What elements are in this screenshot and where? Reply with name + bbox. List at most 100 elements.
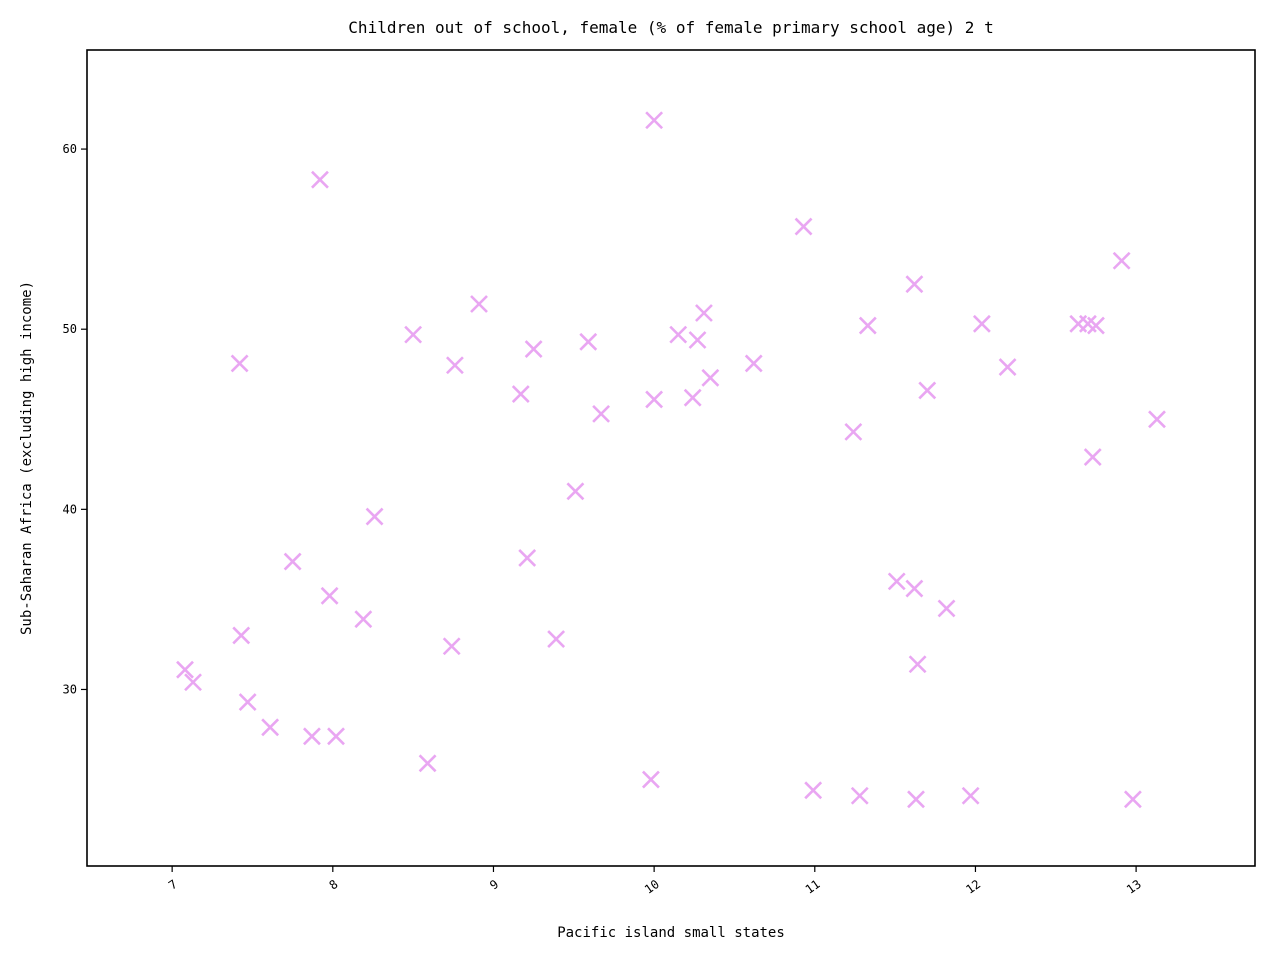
marker-stroke [908, 655, 927, 674]
marker-stroke [511, 385, 530, 403]
marker-stroke [303, 727, 321, 746]
chart-title: Children out of school, female (% of fem… [348, 18, 993, 37]
data-point [1083, 448, 1102, 467]
marker-stroke [238, 693, 257, 711]
x-tick-label: 12 [963, 877, 983, 897]
data-point [794, 217, 813, 236]
marker-stroke [961, 786, 980, 805]
data-point [579, 332, 598, 351]
marker-stroke [1112, 251, 1131, 270]
data-point [238, 693, 257, 711]
data-point [566, 482, 585, 501]
marker-stroke [887, 572, 906, 591]
marker-stroke [918, 381, 937, 400]
data-point [511, 385, 530, 403]
marker-stroke [641, 770, 660, 789]
marker-stroke [470, 295, 488, 313]
x-tick-label: 10 [642, 877, 662, 897]
data-point [641, 770, 660, 789]
marker-stroke [794, 217, 813, 236]
data-point [470, 295, 488, 313]
marker-stroke [804, 781, 823, 800]
data-point [442, 637, 461, 656]
data-point [184, 673, 202, 692]
data-point [688, 331, 707, 349]
marker-stroke [547, 630, 566, 648]
data-point [695, 304, 713, 322]
marker-stroke [283, 552, 302, 571]
marker-stroke [418, 754, 437, 773]
marker-stroke [1078, 314, 1097, 333]
data-point [858, 316, 877, 335]
data-point [445, 356, 464, 375]
data-point [961, 786, 980, 805]
x-tick-label: 11 [803, 877, 823, 897]
data-point [905, 579, 924, 598]
marker-stroke [327, 727, 345, 746]
data-point [887, 572, 906, 591]
marker-stroke [404, 325, 423, 344]
marker-stroke [937, 599, 956, 618]
marker-stroke [645, 111, 664, 130]
marker-stroke [683, 388, 702, 407]
data-point [907, 790, 925, 809]
data-point [744, 354, 763, 373]
plot-area-frame [86, 49, 1256, 867]
data-point [1112, 251, 1131, 270]
marker-stroke [850, 786, 869, 805]
marker-stroke [1123, 790, 1142, 809]
marker-stroke [579, 332, 598, 351]
marker-stroke [184, 673, 202, 692]
data-point [592, 404, 611, 423]
data-point [669, 325, 688, 344]
marker-stroke [442, 637, 461, 656]
marker-stroke [176, 660, 194, 679]
marker-stroke [518, 549, 537, 567]
marker-stroke [232, 626, 251, 645]
marker-stroke [261, 718, 280, 737]
data-point [645, 390, 664, 409]
data-point [844, 422, 863, 441]
data-point [998, 358, 1017, 376]
data-point [303, 727, 321, 746]
marker-stroke [844, 422, 863, 441]
marker-stroke [695, 304, 713, 322]
data-point [918, 381, 937, 400]
data-point [418, 754, 437, 773]
data-point [524, 340, 543, 358]
data-point [232, 626, 251, 645]
marker-stroke [1087, 316, 1105, 335]
y-tick-label: 50 [63, 322, 77, 336]
data-point [230, 354, 249, 373]
data-point [320, 586, 339, 605]
marker-stroke [669, 325, 688, 344]
data-point [1148, 410, 1166, 429]
data-point [283, 552, 302, 571]
data-point [311, 170, 329, 189]
y-tick-label: 60 [63, 142, 77, 156]
marker-stroke [445, 356, 464, 375]
marker-stroke [907, 790, 925, 809]
data-point [645, 111, 664, 130]
marker-stroke [311, 170, 329, 189]
marker-stroke [905, 579, 924, 598]
data-point [354, 610, 373, 629]
marker-stroke [744, 354, 763, 373]
data-point [908, 655, 927, 674]
marker-stroke [230, 354, 249, 373]
data-point [905, 275, 924, 294]
data-point [937, 599, 956, 618]
data-point [1123, 790, 1142, 809]
x-axis-label: Pacific island small states [557, 925, 785, 941]
marker-stroke [1083, 448, 1102, 467]
marker-stroke [592, 404, 611, 423]
marker-stroke [354, 610, 373, 629]
y-tick-label: 30 [63, 682, 77, 696]
data-point [701, 368, 720, 387]
y-tick-label: 40 [63, 502, 77, 516]
marker-stroke [320, 586, 339, 605]
marker-stroke [905, 275, 924, 294]
